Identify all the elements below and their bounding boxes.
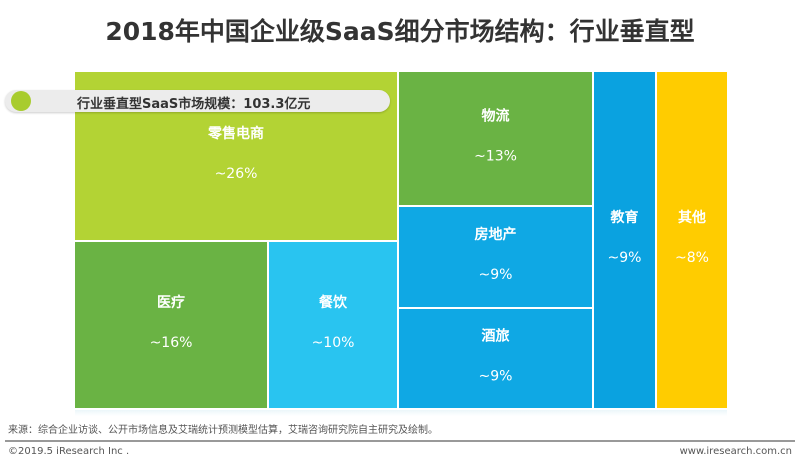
cell-label: 酒旅 xyxy=(482,328,510,345)
treemap-cell: 教育 ~9% xyxy=(594,72,655,408)
treemap-cell: 其他 ~8% xyxy=(657,72,727,408)
treemap-rect xyxy=(399,72,592,205)
treemap-cell: 餐饮 ~10% xyxy=(269,242,397,408)
cell-label: 餐饮 xyxy=(318,294,348,311)
cell-label: 医疗 xyxy=(157,294,185,311)
market-size-annotation: 行业垂直型SaaS市场规模：103.3亿元 xyxy=(5,90,390,112)
treemap-cell: 物流 ~13% xyxy=(399,72,592,205)
treemap-reflection xyxy=(75,410,727,416)
cell-label: 房地产 xyxy=(475,226,517,243)
chart-title: 2018年中国企业级SaaS细分市场结构：行业垂直型 xyxy=(105,17,695,46)
cell-value-label: ~9% xyxy=(479,267,513,283)
cell-label: 零售电商 xyxy=(207,125,264,142)
treemap-rect xyxy=(269,242,397,408)
treemap-cell: 酒旅 ~9% xyxy=(399,309,592,408)
source-note: 来源：综合企业访谈、公开市场信息及艾瑞统计预测模型估算，艾瑞咨询研究院自主研究及… xyxy=(8,425,438,436)
website-link[interactable]: www.iresearch.com.cn xyxy=(679,446,792,457)
treemap-rect xyxy=(399,207,592,307)
copyright: ©2019.5 iResearch Inc . xyxy=(8,446,130,457)
cell-value-label: ~16% xyxy=(150,335,193,351)
cell-value-label: ~10% xyxy=(312,335,355,351)
cell-value-label: ~9% xyxy=(479,369,513,385)
treemap-rect xyxy=(594,72,655,408)
cell-value-label: ~26% xyxy=(215,166,258,182)
treemap-rect xyxy=(399,309,592,408)
cell-label: 物流 xyxy=(482,108,510,125)
treemap-rect xyxy=(657,72,727,408)
cell-label: 教育 xyxy=(611,209,639,226)
cell-value-label: ~9% xyxy=(608,250,642,266)
cell-value-label: ~13% xyxy=(474,149,517,165)
market-size-text: 行业垂直型SaaS市场规模：103.3亿元 xyxy=(77,97,311,112)
cell-label: 其他 xyxy=(678,209,706,226)
treemap-cell: 医疗 ~16% xyxy=(75,242,267,408)
cell-value-label: ~8% xyxy=(675,250,709,266)
treemap-cell: 房地产 ~9% xyxy=(399,207,592,307)
treemap-rect xyxy=(75,242,267,408)
bullet-dot-icon xyxy=(11,91,31,111)
footer-divider xyxy=(5,440,795,442)
